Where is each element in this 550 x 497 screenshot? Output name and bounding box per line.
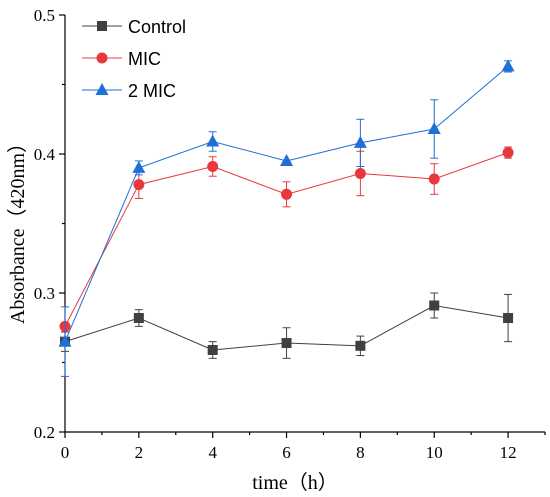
data-point-2-mic xyxy=(206,134,220,147)
x-axis-title: time（h） xyxy=(252,471,338,494)
series-line-mic xyxy=(64,152,509,327)
data-point-mic xyxy=(133,179,145,191)
data-point-2-mic xyxy=(427,121,441,134)
x-tick-label: 6 xyxy=(282,443,291,462)
series-control xyxy=(60,292,514,359)
data-point-2-mic xyxy=(280,153,294,166)
data-point-2-mic xyxy=(132,160,146,173)
data-point-2-mic xyxy=(501,59,515,72)
data-point-mic xyxy=(428,173,440,185)
y-tick-label: 0.5 xyxy=(34,6,55,25)
data-point-2-mic xyxy=(353,135,367,148)
data-point-mic xyxy=(207,161,219,173)
x-tick-label: 10 xyxy=(426,443,443,462)
legend-label-control: Control xyxy=(128,17,186,37)
x-tick-label: 0 xyxy=(61,443,70,462)
data-point-control xyxy=(207,344,218,355)
axes: 0 2 4 6 8 10 12 0.2 0.3 0.4 0.5 xyxy=(34,6,546,462)
legend-label-2-mic: 2 MIC xyxy=(128,81,176,101)
data-point-mic xyxy=(281,188,293,200)
legend-item-mic: MIC xyxy=(82,49,161,69)
series-2-mic xyxy=(58,59,515,377)
x-tick-label: 2 xyxy=(135,443,144,462)
data-point-2-mic xyxy=(58,334,72,347)
x-tick-label: 4 xyxy=(208,443,217,462)
y-tick-label: 0.3 xyxy=(34,284,55,303)
legend-marker xyxy=(97,21,107,31)
y-tick-label: 0.2 xyxy=(34,423,55,442)
legend-marker xyxy=(96,52,108,64)
legend: Control MIC 2 MIC xyxy=(82,17,186,101)
data-point-mic xyxy=(502,147,514,159)
y-tick-label: 0.4 xyxy=(34,145,56,164)
legend-marker xyxy=(95,83,109,95)
data-point-control xyxy=(355,340,366,351)
data-point-control xyxy=(133,313,144,324)
series-layer xyxy=(58,59,515,377)
x-tick-label: 8 xyxy=(356,443,365,462)
data-point-control xyxy=(429,300,440,311)
data-point-mic xyxy=(354,167,366,179)
y-axis-title: Absorbance（420nm） xyxy=(6,133,29,324)
x-tick-label: 12 xyxy=(500,443,517,462)
legend-item-2-mic: 2 MIC xyxy=(82,81,176,101)
series-mic xyxy=(59,146,514,332)
data-point-control xyxy=(281,338,292,349)
data-point-control xyxy=(503,313,514,324)
legend-item-control: Control xyxy=(82,17,186,37)
legend-label-mic: MIC xyxy=(128,49,161,69)
